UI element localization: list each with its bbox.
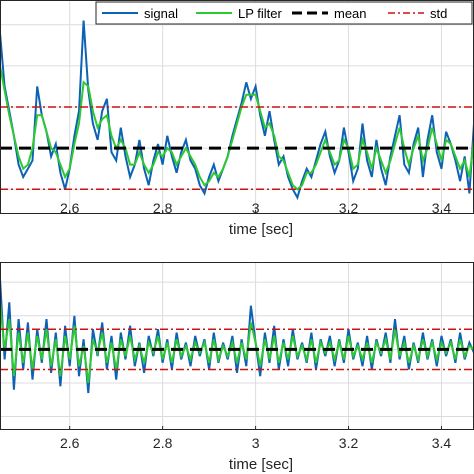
bottom-plot: 2.6 2.8 3 3.2 3.4 time [sec] — [0, 262, 474, 473]
signal-line — [0, 278, 474, 394]
x-tick-label: 3.4 — [432, 200, 452, 216]
x-tick-label: 2.8 — [153, 200, 173, 216]
legend-label-lp-filter: LP filter — [238, 6, 283, 21]
x-tick-label: 3.2 — [339, 200, 359, 216]
legend: signal LP filter mean std — [95, 1, 473, 25]
x-tick-label: 2.8 — [153, 435, 173, 451]
x-tick-label: 3.2 — [339, 435, 359, 451]
plot-area — [0, 20, 474, 201]
top-plot: 2.6 2.8 3 3.2 3.4 time [sec] — [0, 0, 474, 238]
legend-label-mean: mean — [334, 6, 367, 21]
x-tick-label: 3 — [252, 200, 260, 216]
x-axis-label: time [sec] — [229, 221, 293, 238]
plot-area — [0, 278, 474, 394]
x-axis-label: time [sec] — [229, 456, 293, 473]
signal-line — [0, 20, 474, 201]
legend-box — [95, 1, 473, 25]
x-tick-label: 3.4 — [432, 435, 452, 451]
legend-label-std: std — [430, 6, 447, 21]
lp-filter-line — [0, 65, 474, 191]
legend-label-signal: signal — [144, 6, 178, 21]
x-tick-label: 2.6 — [60, 435, 80, 451]
x-tick-label: 3 — [252, 435, 260, 451]
x-tick-label: 2.6 — [60, 200, 80, 216]
